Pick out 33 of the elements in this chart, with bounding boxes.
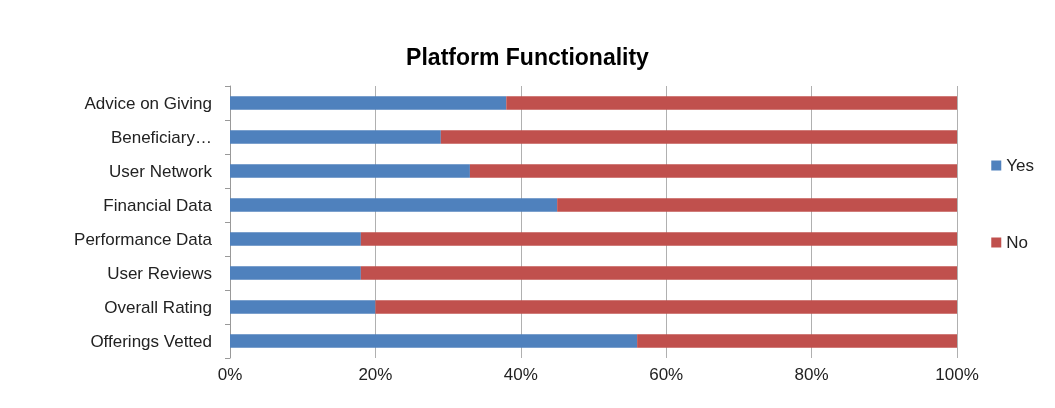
bar — [230, 300, 376, 314]
x-tick-label: 20% — [358, 365, 393, 384]
y-tick-label: Advice on Giving — [84, 93, 212, 113]
x-tick-label: 80% — [794, 365, 829, 384]
bar — [637, 334, 957, 348]
y-tick-label: User Network — [109, 161, 213, 181]
bar — [230, 198, 558, 212]
bar — [230, 130, 441, 144]
y-tick-label: Performance Data — [74, 229, 213, 249]
x-tick-label: 100% — [935, 365, 979, 384]
legend-label: No — [1006, 233, 1028, 252]
y-tick-label: Beneficiary… — [110, 127, 212, 147]
bar — [230, 96, 507, 110]
y-tick-label: Offerings Vetted — [90, 331, 212, 351]
bar — [557, 198, 957, 212]
y-tick-label: Overall Rating — [104, 297, 212, 317]
legend-label: Yes — [1006, 156, 1034, 175]
bar — [360, 266, 957, 280]
bar — [230, 164, 470, 178]
x-tick-label: 40% — [503, 365, 538, 384]
bar — [230, 266, 361, 280]
bar — [360, 232, 957, 246]
bar — [440, 130, 957, 144]
x-tick-label: 0% — [217, 365, 243, 384]
y-tick-label: Financial Data — [103, 195, 213, 215]
y-tick-label: User Reviews — [107, 263, 212, 283]
chart-title: Platform Functionality — [406, 43, 650, 70]
bar — [469, 164, 957, 178]
bar — [230, 232, 361, 246]
x-tick-label: 60% — [649, 365, 684, 384]
bar — [230, 334, 638, 348]
bar — [506, 96, 957, 110]
bar — [375, 300, 957, 314]
